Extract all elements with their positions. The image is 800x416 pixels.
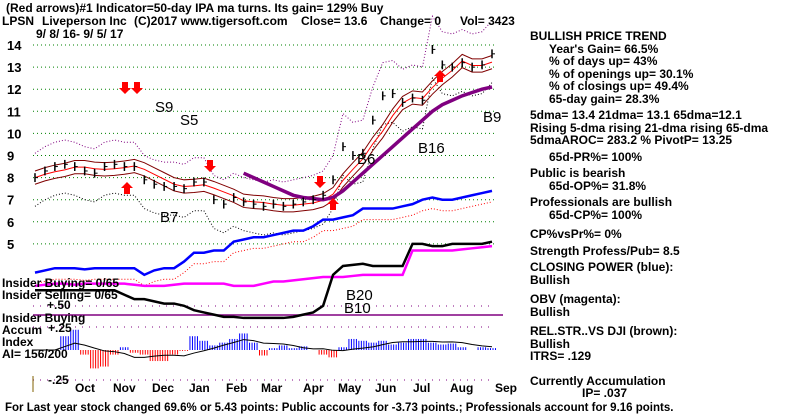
rel-strength-status: Bullish bbox=[530, 336, 571, 351]
signal-label: S5 bbox=[180, 112, 198, 129]
closing-power-title: CLOSING POWER (blue): bbox=[530, 260, 674, 274]
pr-65d: 65d-PR%= 100% bbox=[549, 149, 643, 164]
month-label: May bbox=[338, 381, 362, 395]
aroc-pivot: 5dmaAROC= 283.2 % PivotP= 13.25 bbox=[530, 133, 733, 147]
red-up-arrow-icon bbox=[434, 70, 446, 82]
stats-panel: BULLISH PRICE TREND Year's Gain= 66.5% %… bbox=[530, 28, 768, 400]
volume-value: Vol= 3423 bbox=[460, 14, 515, 28]
month-label: Feb bbox=[226, 381, 247, 395]
ip-value: IP= .037 bbox=[582, 386, 628, 400]
signal-label: B9 bbox=[483, 109, 501, 126]
close-value: Close= 13.6 bbox=[301, 14, 368, 28]
cp-65d: 65d-CP%= 100% bbox=[549, 207, 643, 222]
month-label: Sep bbox=[495, 381, 517, 395]
month-label: Mar bbox=[261, 381, 283, 395]
professionals-status: Professionals are bullish bbox=[530, 195, 673, 209]
index-label: Index bbox=[2, 335, 34, 349]
plus50-label: +.50 bbox=[47, 298, 71, 312]
y-tick-label: 11 bbox=[7, 104, 21, 119]
y-tick-label: 10 bbox=[7, 126, 21, 141]
ai-label: AI= 156/200 bbox=[2, 347, 68, 361]
company-name: Liveperson Inc bbox=[42, 14, 127, 28]
month-label: Nov bbox=[113, 381, 136, 395]
y-tick-label: 14 bbox=[7, 38, 22, 53]
footer-summary: For Last year stock changed 69.6% or 5.4… bbox=[5, 402, 674, 414]
days-up: % of days up= 43% bbox=[549, 54, 658, 68]
minus25-label: -.25 bbox=[48, 373, 69, 387]
rising-dma: Rising 5-dma rising 21-dma rising 65-dma bbox=[530, 120, 769, 135]
signal-label: B20 bbox=[346, 287, 373, 304]
ma-upper-envelope bbox=[34, 53, 493, 200]
years-gain: Year's Gain= 66.5% bbox=[549, 41, 659, 56]
copyright: (C)2017 www.tigersoft.com bbox=[134, 14, 288, 28]
y-tick-label: 13 bbox=[7, 60, 21, 75]
rel-strength-line bbox=[35, 240, 493, 320]
insider-selling-label: Insider Selling= 0/65 bbox=[2, 288, 118, 302]
red-up-arrow-icon bbox=[121, 182, 133, 194]
obv-line bbox=[34, 244, 493, 288]
accum-label: Accum bbox=[2, 323, 43, 337]
signal-label: B16 bbox=[418, 140, 445, 157]
month-label: Apr bbox=[303, 381, 324, 395]
red-down-arrow-icon bbox=[204, 160, 216, 172]
dma-values: 5dma= 13.4 21dma= 13.1 65dma=12.1 bbox=[530, 108, 742, 122]
month-label: Oct bbox=[75, 381, 95, 395]
insider-buying-label-2: Insider Buying bbox=[2, 311, 86, 325]
y-tick-label: 6 bbox=[7, 215, 14, 230]
red-down-arrow-icon bbox=[119, 82, 131, 94]
ma65-line bbox=[242, 85, 493, 202]
op-65d: 65d-OP%= 31.8% bbox=[549, 178, 647, 193]
y-tick-label: 8 bbox=[7, 171, 14, 186]
indicator-title: (Red arrows)#1 Indicator=50-day IPA ma t… bbox=[6, 1, 384, 15]
month-label: Aug bbox=[450, 381, 473, 395]
red-up-arrow-icon bbox=[327, 198, 339, 210]
y-tick-label: 12 bbox=[7, 82, 21, 97]
month-label: Dec bbox=[152, 381, 174, 395]
gain-65day: 65-day gain= 28.3% bbox=[549, 91, 660, 106]
date-range: 9/ 8/ 16- 9/ 5/ 17 bbox=[36, 27, 124, 41]
red-down-arrow-icon bbox=[131, 82, 143, 94]
insider-buying-label: Insider Buying= 0/65 bbox=[2, 276, 120, 290]
signal-label: B10 bbox=[344, 300, 371, 317]
red-down-arrow-icon bbox=[314, 176, 326, 188]
rel-strength-title: REL.STR..VS DJI (brown): bbox=[530, 324, 678, 338]
signal-label: B7 bbox=[160, 209, 178, 226]
month-label: Jul bbox=[413, 381, 430, 395]
public-status: Public is bearish bbox=[530, 166, 626, 180]
itrs-value: ITRS= .129 bbox=[530, 349, 592, 363]
strength-ratio: Strength Profess/Pub= 8.5 bbox=[530, 243, 680, 258]
y-tick-label: 5 bbox=[7, 237, 14, 252]
closing-power-line bbox=[34, 189, 493, 277]
accumulation-status: Currently Accumulation bbox=[530, 373, 666, 388]
cp-vs-pr: CP%vsPr%= 0% bbox=[530, 227, 622, 241]
ticker: LPSN bbox=[2, 14, 35, 28]
signal-label: B6 bbox=[357, 151, 375, 168]
obv-status: Bullish bbox=[530, 304, 571, 319]
plus25-label: +.25 bbox=[48, 321, 72, 335]
openings-up: % of openings up= 30.1% bbox=[549, 66, 694, 81]
trend-label: BULLISH PRICE TREND bbox=[530, 29, 667, 43]
change-value: Change= 0 bbox=[380, 14, 442, 28]
signal-label: S9 bbox=[155, 99, 173, 116]
closing-power-status: Bullish bbox=[530, 272, 571, 287]
month-label: Jun bbox=[375, 381, 396, 395]
accum-ma-line bbox=[35, 339, 493, 358]
upper-band bbox=[34, 14, 493, 183]
y-tick-label: 7 bbox=[7, 193, 14, 208]
y-tick-label: 9 bbox=[7, 149, 14, 164]
month-label: Jan bbox=[189, 381, 210, 395]
closings-up: % of closings up= 49.4% bbox=[549, 79, 689, 93]
obv-title: OBV (magenta): bbox=[530, 292, 621, 306]
